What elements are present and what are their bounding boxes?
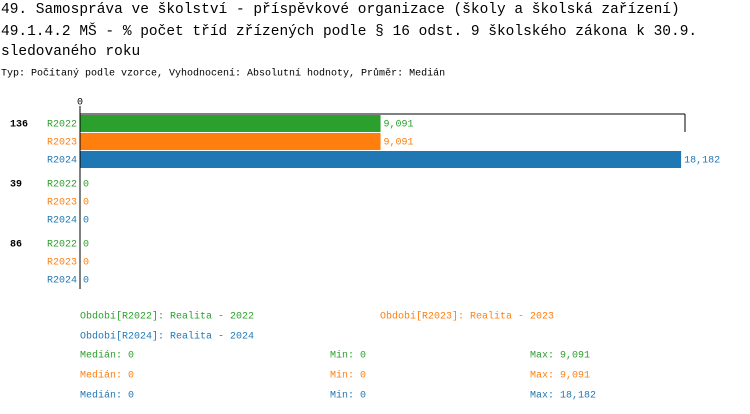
chart-title: 49.1.4.2 MŠ - % počet tříd zřízených pod… xyxy=(1,22,697,40)
stat-label: Max: 18,182 xyxy=(530,391,596,402)
series-label: R2023 xyxy=(47,258,77,269)
series-label: R2023 xyxy=(47,138,77,149)
bar xyxy=(80,151,682,168)
category-label: 136 xyxy=(10,120,28,131)
value-label: 0 xyxy=(83,276,89,287)
category-label: 39 xyxy=(10,180,22,191)
value-label: 0 xyxy=(83,240,89,251)
legend-label: Období[R2024]: Realita - 2024 xyxy=(80,331,254,343)
stat-label: Min: 0 xyxy=(330,370,366,382)
value-label: 0 xyxy=(83,258,89,269)
series-label: R2024 xyxy=(47,276,77,287)
value-label: 0 xyxy=(83,216,89,227)
stat-label: Medián: 0 xyxy=(80,350,134,362)
series-label: R2022 xyxy=(47,240,77,251)
stat-label: Min: 0 xyxy=(330,390,366,402)
series-label: R2023 xyxy=(47,198,77,209)
x-tick-label: 0 xyxy=(77,98,83,109)
series-label: R2024 xyxy=(47,216,77,227)
legend-label: Období[R2023]: Realita - 2023 xyxy=(380,311,554,323)
stat-label: Min: 0 xyxy=(330,350,366,362)
value-label: 0 xyxy=(83,198,89,209)
chart-title: 49. Samospráva ve školství - příspěvkové… xyxy=(1,2,680,18)
category-label: 86 xyxy=(10,240,22,251)
legend-label: Období[R2022]: Realita - 2022 xyxy=(80,311,254,323)
value-label: 9,091 xyxy=(384,138,414,149)
bar xyxy=(80,133,381,150)
bar xyxy=(80,115,381,132)
stat-label: Max: 9,091 xyxy=(530,351,590,362)
value-label: 18,182 xyxy=(684,156,720,167)
series-label: R2022 xyxy=(47,180,77,191)
chart-subtitle: Typ: Počítaný podle vzorce, Vyhodnocení:… xyxy=(1,67,445,80)
stat-label: Medián: 0 xyxy=(80,390,134,402)
value-label: 9,091 xyxy=(384,120,414,131)
stat-label: Max: 9,091 xyxy=(530,371,590,382)
series-label: R2024 xyxy=(47,156,77,167)
stat-label: Medián: 0 xyxy=(80,370,134,382)
chart-title: sledovaného roku xyxy=(1,44,140,60)
series-label: R2022 xyxy=(47,120,77,131)
value-label: 0 xyxy=(83,180,89,191)
